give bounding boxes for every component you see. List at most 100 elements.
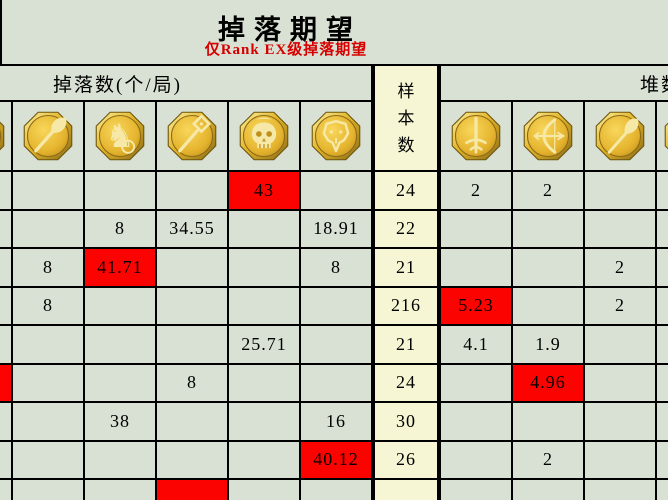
table-cell[interactable]: 8 (13, 288, 83, 325)
table-cell[interactable] (13, 365, 83, 402)
table-cell[interactable] (657, 288, 668, 325)
table-cell[interactable] (0, 326, 11, 363)
skull-column-header[interactable] (229, 102, 299, 170)
table-cell[interactable] (585, 172, 655, 209)
table-cell[interactable] (229, 403, 299, 440)
table-cell[interactable] (0, 249, 11, 286)
table-cell[interactable] (229, 442, 299, 479)
table-cell[interactable]: 24 (373, 365, 439, 402)
table-cell[interactable]: 21 (373, 326, 439, 363)
table-cell[interactable] (157, 480, 227, 500)
table-cell[interactable] (157, 249, 227, 286)
table-cell[interactable] (157, 172, 227, 209)
table-cell[interactable] (229, 211, 299, 248)
table-cell[interactable] (513, 403, 583, 440)
table-cell[interactable] (13, 480, 83, 500)
table-cell[interactable]: 2 (585, 249, 655, 286)
table-cell[interactable] (229, 249, 299, 286)
table-cell[interactable]: 8 (301, 249, 371, 286)
table-cell[interactable] (441, 480, 511, 500)
table-cell[interactable] (657, 326, 668, 363)
table-cell[interactable] (13, 442, 83, 479)
table-cell[interactable]: 38 (85, 403, 155, 440)
table-cell[interactable]: 22 (373, 211, 439, 248)
stacks-section-header[interactable]: 堆数 (441, 66, 668, 100)
table-cell[interactable] (229, 288, 299, 325)
table-cell[interactable] (85, 288, 155, 325)
table-cell[interactable]: 26 (373, 442, 439, 479)
table-cell[interactable] (0, 172, 11, 209)
table-cell[interactable]: 25.71 (229, 326, 299, 363)
table-cell[interactable] (0, 480, 11, 500)
table-cell[interactable]: 2 (513, 442, 583, 479)
table-cell[interactable] (585, 442, 655, 479)
drops-section-header[interactable]: 掉落数(个/局) (0, 66, 371, 100)
table-cell[interactable]: 8 (0, 365, 11, 402)
table-cell[interactable] (441, 249, 511, 286)
table-cell[interactable]: 8 (13, 249, 83, 286)
table-cell[interactable] (85, 365, 155, 402)
table-cell[interactable]: 8 (157, 365, 227, 402)
table-cell[interactable] (441, 442, 511, 479)
table-cell[interactable] (657, 403, 668, 440)
table-cell[interactable] (301, 365, 371, 402)
table-cell[interactable]: 21 (373, 249, 439, 286)
table-cell[interactable] (13, 172, 83, 209)
table-cell[interactable]: 34.55 (157, 211, 227, 248)
table-cell[interactable] (441, 211, 511, 248)
scepter-column-header[interactable] (157, 102, 227, 170)
table-cell[interactable] (657, 172, 668, 209)
table-cell[interactable] (441, 403, 511, 440)
table-cell[interactable] (85, 172, 155, 209)
table-cell[interactable] (657, 249, 668, 286)
table-cell[interactable] (85, 442, 155, 479)
table-cell[interactable]: 16 (301, 403, 371, 440)
table-cell[interactable] (85, 480, 155, 500)
table-cell[interactable] (585, 211, 655, 248)
offscreen-right-column-header[interactable] (657, 102, 668, 170)
table-cell[interactable]: 2 (513, 172, 583, 209)
table-cell[interactable] (513, 288, 583, 325)
lance-column-header[interactable] (585, 102, 655, 170)
table-cell[interactable] (441, 365, 511, 402)
table-cell[interactable]: 4.96 (513, 365, 583, 402)
table-cell[interactable] (157, 288, 227, 325)
table-cell[interactable] (513, 211, 583, 248)
table-cell[interactable] (0, 288, 11, 325)
knight-column-header[interactable] (85, 102, 155, 170)
table-cell[interactable]: 40.12 (301, 442, 371, 479)
sample-count-header[interactable]: 样 本 数 (373, 66, 439, 170)
table-cell[interactable] (85, 326, 155, 363)
table-cell[interactable] (657, 211, 668, 248)
table-cell[interactable] (585, 403, 655, 440)
table-cell[interactable] (513, 249, 583, 286)
table-cell[interactable] (0, 211, 11, 248)
offscreen-left-column-header[interactable] (0, 102, 11, 170)
bow-column-header[interactable] (513, 102, 583, 170)
sword-column-header[interactable] (441, 102, 511, 170)
table-cell[interactable] (157, 326, 227, 363)
table-cell[interactable]: 8 (85, 211, 155, 248)
table-cell[interactable] (301, 326, 371, 363)
table-cell[interactable] (585, 480, 655, 500)
table-cell[interactable]: 30 (373, 403, 439, 440)
table-cell[interactable] (13, 403, 83, 440)
table-cell[interactable]: 216 (373, 288, 439, 325)
table-cell[interactable]: 24 (373, 172, 439, 209)
table-cell[interactable] (229, 365, 299, 402)
table-cell[interactable] (585, 326, 655, 363)
table-cell[interactable] (0, 403, 11, 440)
table-cell[interactable] (13, 326, 83, 363)
table-cell[interactable]: 1.9 (513, 326, 583, 363)
table-cell[interactable] (301, 288, 371, 325)
spear-column-header[interactable] (13, 102, 83, 170)
table-cell[interactable] (301, 480, 371, 500)
table-cell[interactable] (585, 365, 655, 402)
table-cell[interactable]: 43 (229, 172, 299, 209)
table-cell[interactable]: 2 (441, 172, 511, 209)
wolf-column-header[interactable] (301, 102, 371, 170)
table-cell[interactable] (13, 211, 83, 248)
table-cell[interactable] (657, 442, 668, 479)
table-cell[interactable]: 18.91 (301, 211, 371, 248)
table-cell[interactable] (373, 480, 439, 500)
